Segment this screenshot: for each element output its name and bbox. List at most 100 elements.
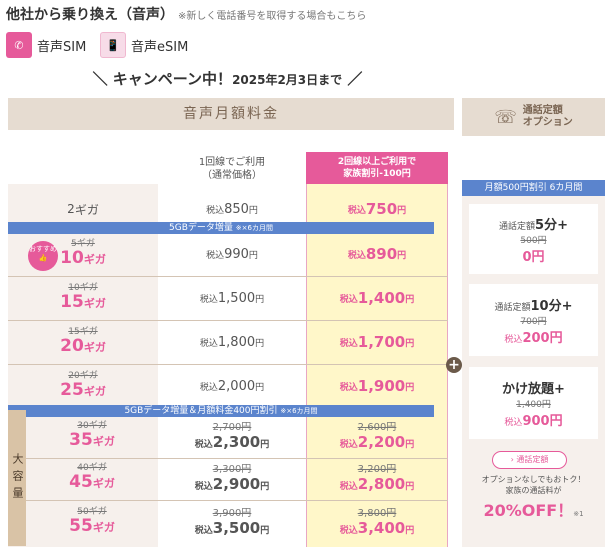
price-value: 3,400: [357, 518, 406, 537]
column-head-single-line2: （通常価格）: [202, 170, 262, 181]
tax-label: 税込: [339, 439, 358, 450]
tab-voice-esim[interactable]: 📱 音声eSIM: [100, 32, 188, 58]
yen-unit: 円: [248, 250, 258, 261]
option-discount-bar: 月額500円割引 6カ月間: [462, 180, 605, 196]
tab-voice-sim[interactable]: ✆ 音声SIM: [6, 32, 86, 58]
plan-gb-unit: ギガ: [74, 202, 99, 217]
single-price-35gb: 2,700円 税込2,300円: [160, 418, 304, 454]
family-price-25gb: 税込 1,900 円: [306, 368, 448, 404]
tax-label: 税込: [339, 294, 358, 305]
badge-text: おすすめ: [29, 245, 57, 253]
old-price: 2,600円: [357, 421, 397, 433]
plan-cell-45gb: 40ギガ 45ギガ: [26, 460, 158, 496]
yen-unit: 円: [405, 481, 415, 492]
column-head-family-line1: 2回線以上ご利用で: [337, 157, 417, 167]
family-price-55gb: 3,800円 税込3,400円: [306, 504, 448, 540]
plan-cell-10gb: 5ギガ 10ギガ: [8, 236, 158, 272]
campaign-tail: ／: [342, 70, 363, 88]
tax-label: 税込: [206, 250, 225, 261]
old-price: 3,800円: [357, 507, 397, 519]
old-price: 3,200円: [357, 463, 397, 475]
option-note: オプションなしでもおトク！ 家族の通話料が: [462, 474, 605, 496]
family-price-45gb: 3,200円 税込2,800円: [306, 460, 448, 496]
thumbs-up-icon: 👍: [38, 254, 48, 262]
option-old-price: 500円: [520, 235, 547, 246]
price-value: 990: [224, 246, 249, 262]
old-price: 3,900円: [212, 507, 252, 519]
option-header-line1: 通話定額: [522, 105, 563, 116]
family-price-35gb: 2,600円 税込2,200円: [306, 418, 448, 454]
column-head-family-line2: 家族割引-100円: [343, 169, 411, 179]
option-old-price: 700円: [520, 316, 547, 327]
single-price-10gb: 税込 990 円: [160, 236, 304, 272]
price-value: 1,800: [217, 334, 256, 350]
tax-label: 税込: [199, 294, 218, 305]
single-price-45gb: 3,300円 税込2,900円: [160, 460, 304, 496]
sim-card-icon: ✆: [6, 32, 32, 58]
row-divider: [8, 276, 448, 277]
call-option-link-button[interactable]: › 通話定額: [492, 451, 567, 469]
price-value: 2,300: [212, 432, 261, 451]
plan-gb-unit: ギガ: [83, 385, 106, 398]
header-note: ※新しく電話番号を取得する場合もこちら: [178, 11, 367, 22]
esim-phone-icon: 📱: [100, 32, 126, 58]
old-gb: 20ギガ: [68, 371, 98, 381]
price-value: 1,400: [357, 289, 406, 307]
plan-gb-value: 45: [69, 472, 93, 492]
yen-unit: 円: [397, 250, 407, 261]
page-title-text: 他社から乗り換え（音声）: [6, 7, 174, 23]
family-price-15gb: 税込 1,400 円: [306, 280, 448, 316]
column-bg-family: [306, 184, 448, 547]
column-head-single: 1回線でご利用 （通常価格）: [160, 156, 304, 182]
option-header-line2: オプション: [522, 117, 573, 128]
data-increase-banner: 5GBデータ増量 ※×6カ月間: [8, 222, 434, 234]
recommended-badge: おすすめ 👍: [28, 241, 58, 271]
option-note-line2: 家族の通話料が: [505, 486, 562, 495]
tax-label: 税込: [339, 382, 358, 393]
price-value: 1,500: [217, 290, 256, 306]
plan-cell-25gb: 20ギガ 25ギガ: [8, 368, 158, 404]
tax-label: 税込: [194, 525, 213, 536]
price-value: 2,000: [217, 378, 256, 394]
plan-gb-value: 10: [60, 248, 84, 268]
tax-label: 税込: [194, 481, 213, 492]
option-header: ☏ 通話定額 オプション: [462, 98, 605, 136]
old-gb: 30ギガ: [77, 421, 107, 431]
price-value: 850: [224, 201, 249, 217]
yen-unit: 円: [405, 439, 415, 450]
option-price: 900円: [522, 413, 563, 429]
tax-label: 税込: [504, 334, 523, 345]
yen-unit: 円: [248, 205, 258, 216]
old-price: 2,700円: [212, 421, 252, 433]
family-discount-text: 20%OFF！※1: [462, 497, 605, 521]
option-prefix: 通話定額: [499, 221, 536, 232]
option-price: 200円: [522, 330, 563, 346]
column-head-family: 2回線以上ご利用で 家族割引-100円: [306, 152, 448, 184]
data-discount-banner: 5GBデータ増量＆月額料金400円割引 ※×6カ月間: [8, 405, 434, 417]
column-head-single-line1: 1回線でご利用: [198, 157, 266, 168]
plan-cell-15gb: 10ギガ 15ギガ: [8, 280, 158, 316]
single-price-25gb: 税込 2,000 円: [160, 368, 304, 404]
option-card-unlimited: かけ放題+ 1,400円 税込900円: [469, 367, 598, 439]
plan-gb-value: 15: [60, 292, 84, 312]
banner-note: ※×6カ月間: [280, 407, 318, 415]
yen-unit: 円: [260, 481, 270, 492]
yen-unit: 円: [255, 294, 265, 305]
old-gb: 15ギガ: [68, 327, 98, 337]
option-old-price: 1,400円: [516, 399, 551, 410]
banner-text: 5GBデータ増量＆月額料金400円割引: [124, 406, 278, 416]
row-divider: [8, 364, 448, 365]
yen-unit: 円: [255, 382, 265, 393]
single-price-15gb: 税込 1,500 円: [160, 280, 304, 316]
plan-gb-value: 2: [67, 202, 75, 216]
campaign-banner: ＼ キャンペーン中！2025年2月3日まで ／: [0, 68, 455, 89]
old-gb: 10ギガ: [68, 283, 98, 293]
off-text: 20%OFF！: [483, 501, 574, 520]
option-note-line1: オプションなしでもおトク！: [481, 475, 586, 484]
plan-cell-55gb: 50ギガ 55ギガ: [26, 504, 158, 540]
price-value: 1,700: [357, 333, 406, 351]
price-value: 750: [365, 200, 398, 218]
off-footnote: ※1: [573, 510, 584, 518]
banner-note: ※×6カ月間: [235, 224, 273, 232]
old-price: 3,300円: [212, 463, 252, 475]
